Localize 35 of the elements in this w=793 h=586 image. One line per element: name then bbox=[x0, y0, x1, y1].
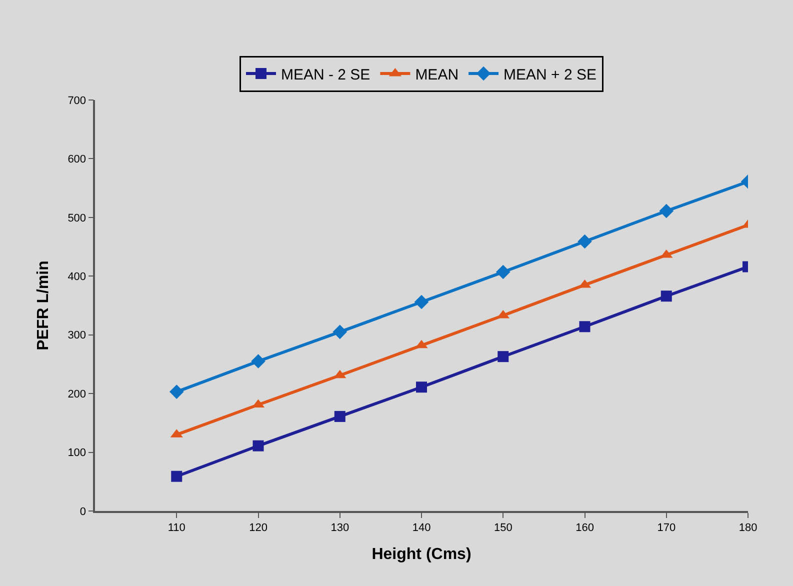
x-tick-label: 140 bbox=[412, 522, 431, 534]
point bbox=[578, 234, 592, 249]
point bbox=[251, 354, 266, 368]
legend-label: MEAN + 2 SE bbox=[504, 66, 596, 84]
x-axis-title: Height (Cms) bbox=[372, 546, 472, 564]
x-tick-label: 110 bbox=[168, 522, 186, 534]
y-tick-label: 400 bbox=[68, 270, 86, 283]
point bbox=[252, 440, 264, 452]
y-tick-label: 200 bbox=[68, 388, 86, 400]
point bbox=[414, 294, 429, 310]
point bbox=[660, 290, 672, 302]
point bbox=[169, 384, 184, 399]
point bbox=[332, 324, 348, 340]
y-tick-label: 700 bbox=[68, 94, 86, 107]
x-tick-label: 160 bbox=[576, 522, 594, 534]
y-axis-title: PEFR L/min bbox=[35, 260, 52, 350]
y-tick-label: 0 bbox=[80, 506, 86, 518]
point bbox=[579, 321, 590, 332]
point bbox=[416, 382, 427, 393]
x-tick-label: 120 bbox=[249, 522, 268, 534]
x-tick-label: 180 bbox=[738, 522, 758, 534]
y-tick-label: 500 bbox=[68, 212, 86, 224]
point bbox=[659, 204, 674, 218]
point bbox=[498, 351, 509, 362]
x-tick-label: 130 bbox=[330, 522, 350, 534]
x-tick-label: 150 bbox=[494, 522, 512, 534]
y-tick-label: 300 bbox=[68, 330, 86, 342]
point bbox=[171, 470, 182, 482]
x-tick-label: 170 bbox=[657, 522, 676, 534]
y-tick-label: 100 bbox=[68, 447, 86, 460]
point bbox=[496, 264, 510, 280]
legend-label: MEAN bbox=[415, 66, 459, 84]
point bbox=[334, 410, 346, 422]
y-tick-label: 600 bbox=[68, 154, 86, 166]
legend-label: MEAN - 2 SE bbox=[281, 66, 370, 84]
